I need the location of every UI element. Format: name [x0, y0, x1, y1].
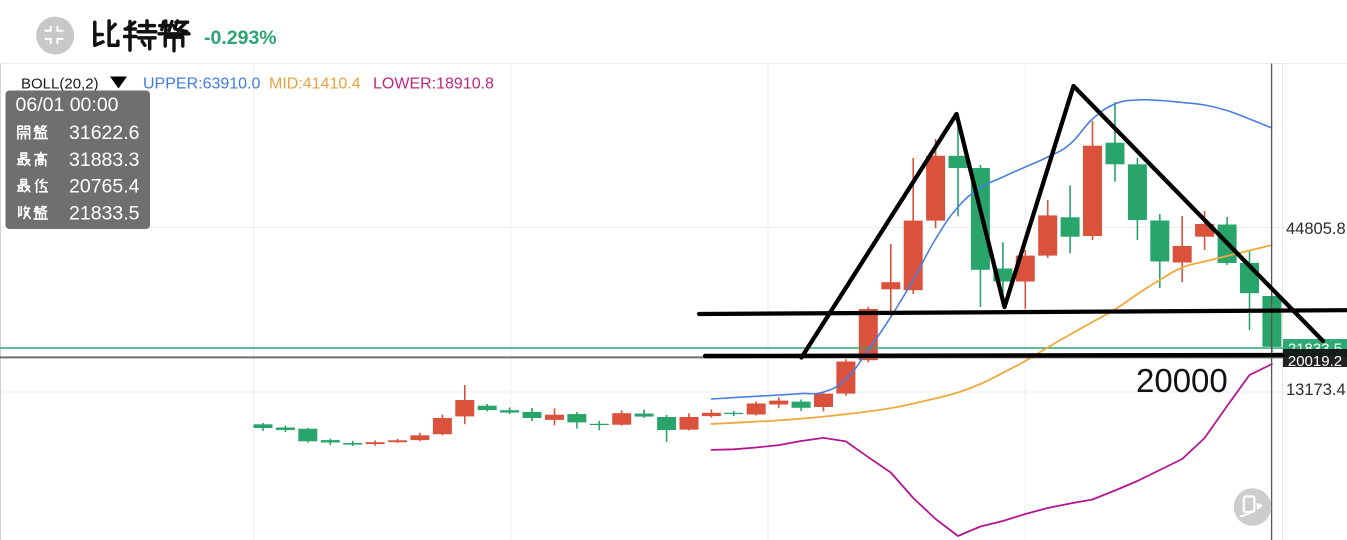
svg-text:31883.3: 31883.3	[69, 149, 140, 171]
svg-text:UPPER:63910.0: UPPER:63910.0	[143, 76, 261, 93]
svg-text:20000: 20000	[1136, 362, 1228, 399]
svg-text:44805.8: 44805.8	[1286, 220, 1346, 238]
svg-text:BOLL(20,2): BOLL(20,2)	[21, 76, 99, 93]
svg-text:20019.2: 20019.2	[1288, 353, 1342, 370]
svg-text:13173.4: 13173.4	[1286, 381, 1346, 399]
svg-text:-0.293%: -0.293%	[204, 27, 277, 49]
svg-text:06/01 00:00: 06/01 00:00	[16, 94, 119, 116]
svg-text:MID:41410.4: MID:41410.4	[269, 76, 361, 93]
svg-text:31622.6: 31622.6	[69, 122, 140, 144]
svg-text:21833.5: 21833.5	[69, 203, 140, 225]
svg-text:20765.4: 20765.4	[69, 176, 140, 198]
svg-text:LOWER:18910.8: LOWER:18910.8	[373, 76, 494, 93]
